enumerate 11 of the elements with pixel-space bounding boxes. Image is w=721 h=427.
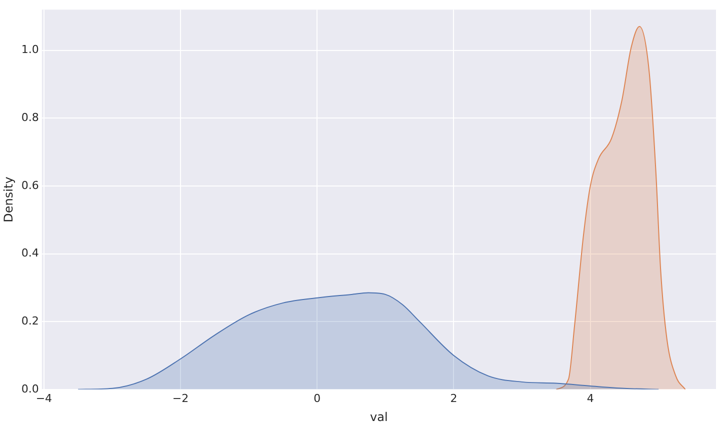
y-tick-label: 0.4 [21,246,39,260]
y-axis-title: Density [1,176,16,222]
x-tick-label: 2 [450,392,458,405]
x-tick-label: 4 [586,392,594,405]
y-tick-label: 0.6 [21,178,39,192]
y-tick-label: 0.2 [21,314,39,328]
x-axis-title: val [370,410,388,424]
y-tick-label: 0.8 [21,110,39,124]
x-tick-label: −2 [172,392,189,405]
x-tick-label: 0 [314,392,321,405]
y-tick-label: 1.0 [21,43,39,56]
